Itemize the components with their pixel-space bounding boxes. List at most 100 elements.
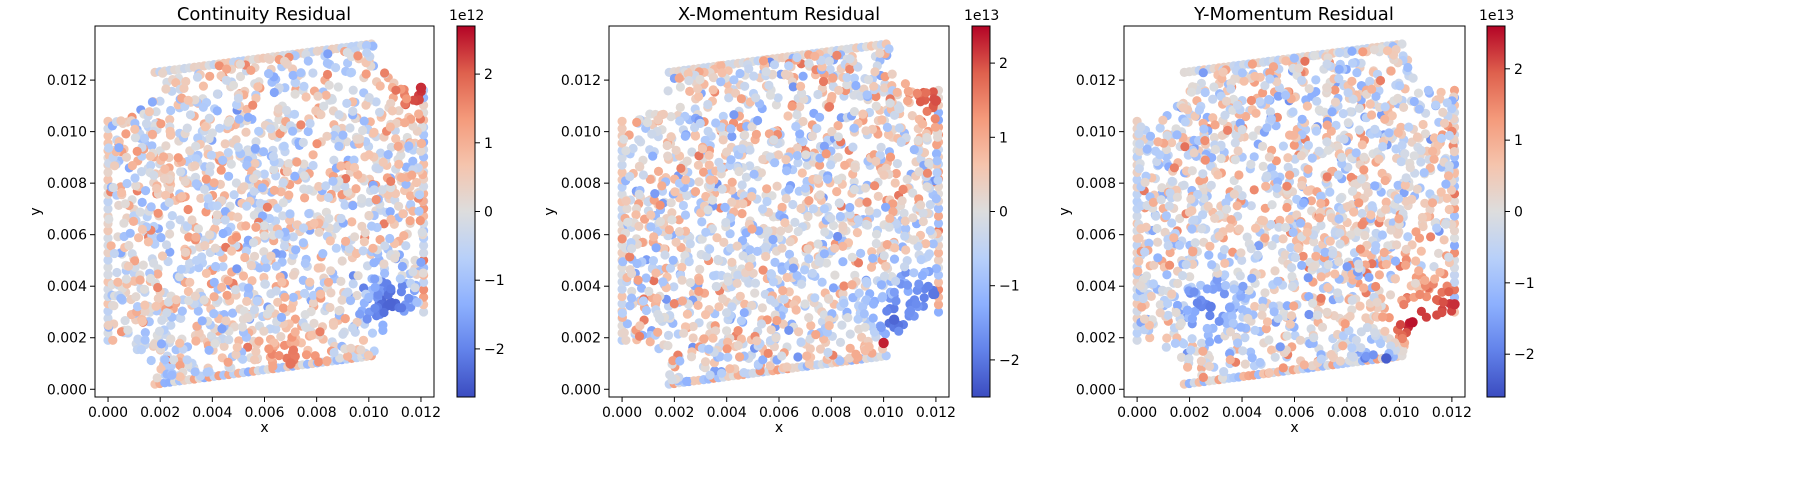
x-tick-label: 0.004 <box>707 405 747 421</box>
scatter-point <box>695 118 705 128</box>
scatter-point <box>137 167 147 177</box>
scatter-point <box>1247 59 1257 69</box>
scatter-point <box>296 120 306 130</box>
scatter-point <box>1294 63 1304 73</box>
scatter-point <box>900 79 911 89</box>
scatter-point <box>908 235 918 245</box>
scatter-point <box>707 195 718 205</box>
scatter-point <box>103 226 113 236</box>
scatter-point <box>1303 140 1313 150</box>
scatter-point <box>190 161 200 171</box>
scatter-point <box>1295 335 1305 345</box>
scatter-point <box>1132 328 1142 338</box>
scatter-point <box>808 268 818 278</box>
scatter-point <box>1443 171 1454 181</box>
scatter-point <box>1401 244 1411 254</box>
colorbar-tick-label: −2 <box>999 353 1020 369</box>
scatter-point <box>103 197 113 207</box>
scatter-point <box>1258 296 1268 306</box>
scatter-point <box>1270 266 1280 276</box>
scatter-point <box>380 241 390 251</box>
scatter-point <box>725 229 735 239</box>
scatter-point <box>857 332 867 342</box>
scatter-point <box>369 258 379 268</box>
scatter-point <box>1390 256 1401 266</box>
scatter-point <box>674 227 685 237</box>
scatter-point <box>655 314 665 324</box>
scatter-point <box>864 342 874 352</box>
scatter-point <box>386 142 396 152</box>
scatter-point <box>819 141 830 151</box>
scatter-point <box>348 85 358 95</box>
scatter-point <box>1304 84 1314 94</box>
scatter-point <box>288 126 298 136</box>
scatter-point <box>690 187 701 197</box>
scatter-point <box>1449 196 1460 206</box>
scatter-point <box>183 286 193 297</box>
scatter-point <box>738 251 748 261</box>
scatter-point <box>1313 310 1323 320</box>
scatter-point <box>1311 75 1321 85</box>
scatter-point <box>284 159 294 169</box>
scatter-point <box>121 152 132 162</box>
scatter-point <box>889 254 900 264</box>
scatter-point <box>355 309 365 319</box>
scatter-point <box>419 240 429 251</box>
scatter-point <box>1261 181 1271 191</box>
scatter-point <box>849 123 859 133</box>
scatter-point <box>622 204 632 214</box>
scatter-point <box>269 185 279 195</box>
scatter-point <box>747 224 757 234</box>
scatter-point <box>688 333 698 343</box>
scatter-point <box>191 336 201 346</box>
scatter-point <box>1430 274 1440 284</box>
scatter-point <box>394 159 404 169</box>
scatter-point <box>1221 280 1231 291</box>
scatter-point <box>737 180 747 190</box>
scatter-point <box>903 96 913 106</box>
scatter-point <box>259 247 269 257</box>
scatter-point <box>159 152 169 162</box>
scatter-point <box>1156 195 1166 205</box>
scatter-point <box>758 265 768 275</box>
scatter-point <box>751 93 761 103</box>
scatter-point <box>155 96 165 106</box>
scatter-point <box>1260 233 1270 243</box>
scatter-point <box>1176 318 1186 328</box>
scatter-point <box>675 102 685 112</box>
scatter-point <box>1429 133 1439 143</box>
scatter-point <box>662 140 672 151</box>
x-tick-label: 0.008 <box>297 405 337 421</box>
scatter-point <box>288 292 298 302</box>
scatter-point <box>207 128 217 138</box>
scatter-point <box>351 184 361 194</box>
scatter-point <box>697 217 707 227</box>
scatter-point <box>635 321 645 331</box>
scatter-point <box>1196 356 1206 366</box>
scatter-point <box>824 102 835 112</box>
scatter-point <box>890 243 900 253</box>
scatter-point <box>1405 163 1415 173</box>
scatter-point <box>1308 298 1318 308</box>
scatter-point <box>1220 110 1230 120</box>
scatter-point <box>1250 71 1260 81</box>
scatter-point <box>663 341 673 351</box>
scatter-point <box>756 319 767 329</box>
scatter-point <box>932 156 942 166</box>
scatter-point <box>1381 204 1391 214</box>
scatter-point <box>1178 271 1188 281</box>
scatter-point <box>669 282 679 292</box>
scatter-point <box>134 233 144 243</box>
scatter-point <box>161 84 171 94</box>
scatter-point <box>795 102 805 112</box>
scatter-point <box>261 263 271 273</box>
scatter-point <box>259 169 269 179</box>
scatter-point <box>711 118 721 128</box>
scatter-point <box>1255 97 1265 107</box>
scatter-point <box>191 141 201 151</box>
scatter-point <box>1384 128 1394 138</box>
scatter-point <box>655 200 665 210</box>
colorbar-tick-label: 2 <box>999 56 1008 72</box>
scatter-point <box>922 106 932 116</box>
scatter-point <box>663 86 673 96</box>
